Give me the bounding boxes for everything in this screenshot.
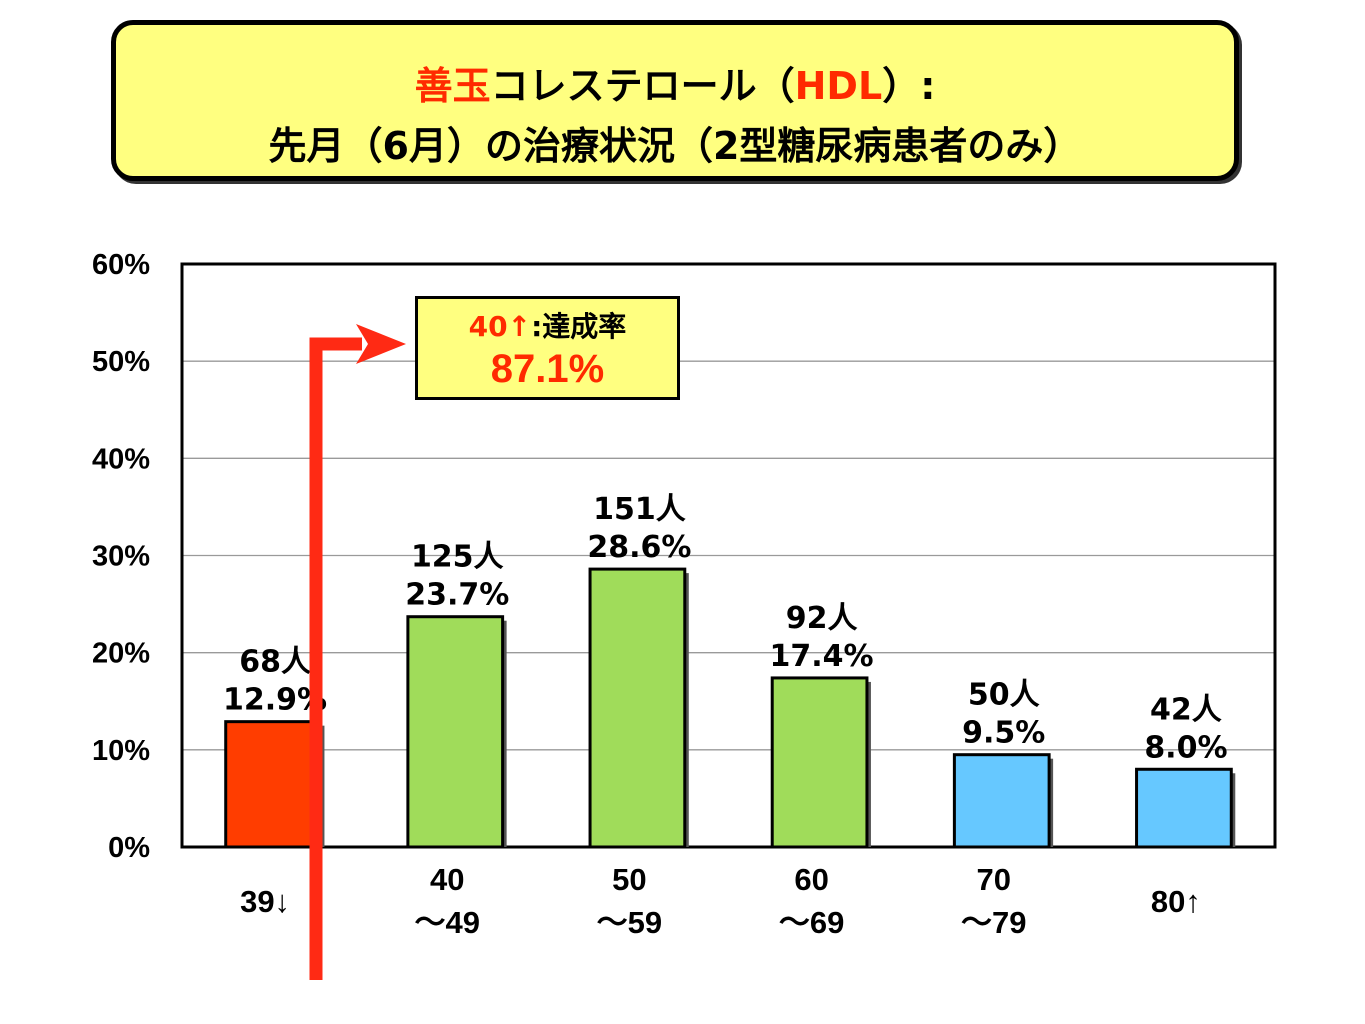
x-tick-label: 80↑	[1151, 884, 1201, 919]
y-tick-label: 0%	[108, 832, 150, 864]
x-tick-label: 50	[612, 862, 646, 897]
count-label: 151人	[593, 492, 686, 527]
callout-value: 87.1%	[490, 347, 605, 391]
threshold-arrow	[309, 337, 362, 980]
bar	[1135, 767, 1233, 849]
count-label: 125人	[411, 540, 504, 575]
x-tick-label: 70	[977, 862, 1011, 897]
percent-label: 17.4%	[770, 639, 874, 674]
x-tick-label: 40	[430, 862, 464, 897]
title-end: ）:	[882, 64, 936, 108]
y-tick-label: 50%	[92, 346, 150, 378]
callout-threshold: 40↑	[468, 310, 532, 343]
x-tick-label: 60	[794, 862, 828, 897]
x-tick-label: ～69	[779, 905, 844, 940]
bar	[224, 720, 322, 849]
x-tick-label: ～79	[961, 905, 1026, 940]
y-tick-label: 30%	[92, 541, 150, 573]
plot-area	[180, 262, 1277, 849]
x-tick-label: ～59	[597, 905, 662, 940]
percent-label: 8.0%	[1144, 730, 1227, 765]
count-label: 42人	[1150, 692, 1222, 727]
bar	[952, 753, 1051, 849]
count-label: 92人	[786, 601, 858, 636]
title-highlight: 善玉	[414, 64, 491, 108]
percent-label: 28.6%	[587, 530, 691, 565]
bar	[770, 676, 869, 849]
x-tick-label: 39↓	[240, 884, 290, 919]
y-tick-label: 40%	[92, 443, 150, 475]
title-box: 善玉コレステロール（HDL）: 先月（6月）の治療状況（2型糖尿病患者のみ）	[111, 20, 1239, 181]
title-text: コレステロール（	[490, 64, 795, 108]
title-line-2: 先月（6月）の治療状況（2型糖尿病患者のみ）	[268, 124, 1082, 168]
y-tick-label: 60%	[92, 249, 150, 281]
callout-label-text: :達成率	[531, 310, 627, 343]
count-label: 68人	[239, 645, 311, 680]
threshold-arrowhead	[356, 324, 406, 364]
percent-label: 23.7%	[405, 578, 509, 613]
bar	[588, 567, 687, 849]
y-tick-label: 10%	[92, 735, 150, 767]
count-label: 50人	[968, 678, 1040, 713]
title-line-1: 善玉コレステロール（HDL）:	[116, 55, 1234, 110]
percent-label: 9.5%	[962, 716, 1045, 751]
title-hdl: HDL	[794, 64, 883, 108]
bar	[406, 615, 505, 849]
callout-label: 40↑:達成率	[418, 305, 677, 345]
x-tick-label: ～49	[415, 905, 480, 940]
achievement-callout: 40↑:達成率 87.1%	[415, 296, 680, 400]
y-tick-label: 20%	[92, 638, 150, 670]
